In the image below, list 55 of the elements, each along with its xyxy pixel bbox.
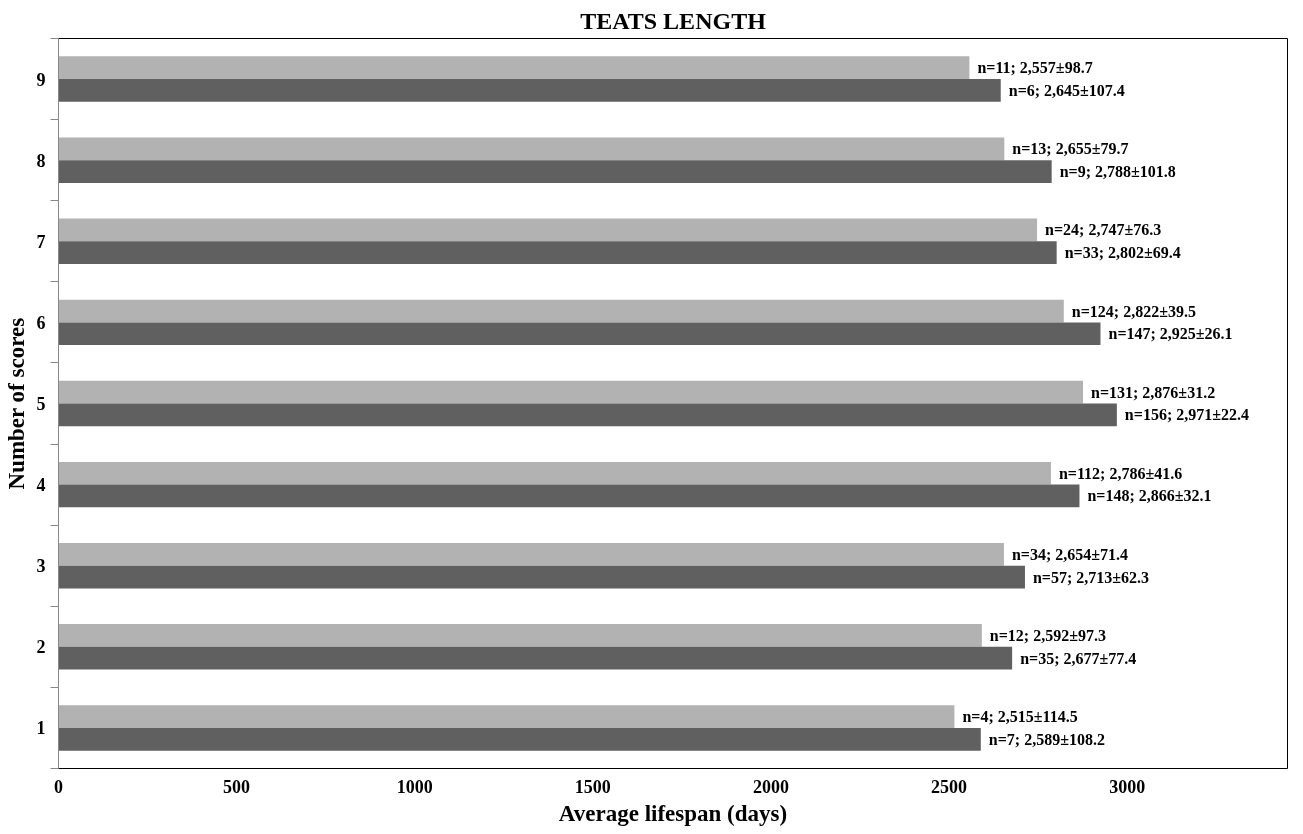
x-tick-label: 1000 — [396, 776, 433, 797]
y-tick-label: 1 — [36, 718, 46, 739]
bar — [58, 241, 1057, 264]
y-tick-label: 5 — [36, 394, 46, 414]
y-tick-label: 6 — [36, 312, 46, 333]
data-label: n=148; 2,866±32.1 — [1087, 487, 1212, 505]
y-tick-label: 7 — [36, 231, 46, 252]
data-label: n=11; 2,557±98.7 — [977, 59, 1093, 77]
x-tick-label: 500 — [223, 776, 251, 797]
data-label: n=131; 2,876±31.2 — [1091, 383, 1216, 401]
x-tick-label: 3000 — [1109, 776, 1146, 797]
y-tick-label: 4 — [36, 475, 46, 496]
bar — [58, 218, 1038, 242]
y-tick-label: 8 — [36, 150, 46, 171]
bar — [58, 727, 981, 751]
data-label: n=12; 2,592±97.3 — [989, 626, 1106, 644]
data-label: n=147; 2,925±26.1 — [1108, 325, 1233, 343]
data-label: n=9; 2,788±101.8 — [1059, 163, 1176, 181]
data-label: n=24; 2,747±76.3 — [1045, 221, 1162, 239]
bar — [58, 137, 1005, 161]
y-tick-label: 3 — [36, 556, 46, 577]
bar — [58, 79, 1001, 102]
x-axis-title: Average lifespan (days) — [558, 800, 788, 826]
x-tick-label: 0 — [54, 776, 63, 797]
data-label: n=13; 2,655±79.7 — [1012, 140, 1129, 158]
bar — [58, 646, 1013, 670]
bar — [58, 543, 1004, 566]
bar — [58, 299, 1064, 323]
data-label: n=6; 2,645±107.4 — [1008, 81, 1125, 99]
bar — [58, 322, 1101, 346]
data-label: n=34; 2,654±71.4 — [1011, 545, 1129, 563]
x-tick-label: 1500 — [574, 776, 611, 797]
data-label: n=112; 2,786±41.6 — [1058, 464, 1183, 482]
bar — [58, 160, 1052, 183]
data-label: n=33; 2,802±69.4 — [1064, 244, 1181, 262]
x-tick-label: 2500 — [931, 776, 968, 797]
data-label: n=4; 2,515±114.5 — [962, 708, 1078, 726]
data-label: n=156; 2,971±22.4 — [1124, 406, 1249, 424]
bar — [58, 624, 982, 647]
bar — [58, 403, 1117, 427]
chart-title: TEATS LENGTH — [580, 7, 767, 34]
y-tick-label: 2 — [36, 637, 46, 658]
data-label: n=57; 2,713±62.3 — [1032, 568, 1150, 586]
bar — [58, 56, 970, 80]
data-label: n=35; 2,677±77.4 — [1020, 649, 1137, 667]
bar — [58, 461, 1051, 485]
bar — [58, 565, 1025, 589]
bar — [58, 705, 955, 728]
bar — [58, 380, 1084, 404]
data-label: n=124; 2,822±39.5 — [1071, 302, 1196, 320]
bar — [58, 484, 1080, 508]
x-tick-label: 2000 — [752, 776, 789, 797]
data-label: n=7; 2,589±108.2 — [988, 730, 1105, 748]
y-axis-title: Number of scores — [3, 317, 29, 490]
y-tick-label: 9 — [36, 69, 46, 90]
